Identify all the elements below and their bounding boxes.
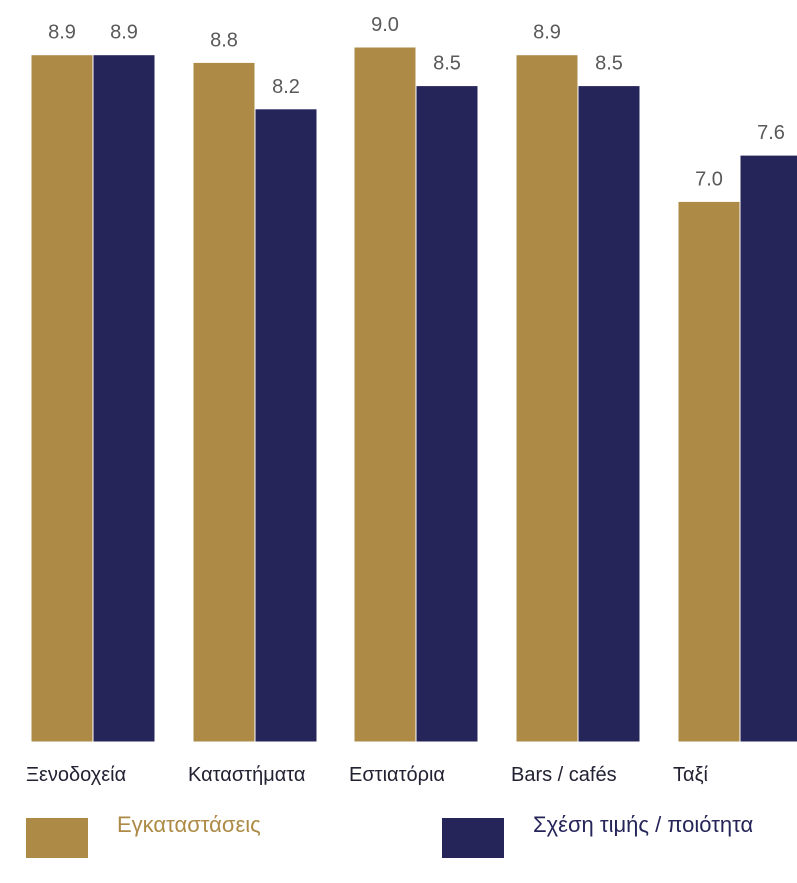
bar-series-1 <box>192 61 256 743</box>
bar-series-2 <box>415 85 479 743</box>
category-tick-label: Εστιατόρια <box>349 764 445 786</box>
bar-group: 9.0 8.5 <box>353 14 479 743</box>
legend-label-series-2: Σχέση τιμής / ποιότητα <box>533 812 754 837</box>
data-label: 7.6 <box>757 122 785 144</box>
bar-group: 8.9 8.5 <box>515 22 641 743</box>
bar-series-1 <box>30 54 94 743</box>
legend-label-series-1: Εγκαταστάσεις <box>117 812 261 837</box>
data-label: 8.9 <box>48 22 76 44</box>
legend-swatch-series-1 <box>26 818 88 858</box>
bar-group: 7.0 7.6 <box>677 122 797 743</box>
data-label: 8.8 <box>210 29 238 51</box>
bar-series-2 <box>254 108 318 743</box>
bar-series-1 <box>677 200 741 743</box>
data-label: 9.0 <box>371 14 399 36</box>
bar-group: 8.8 8.2 <box>192 29 318 743</box>
data-label: 8.5 <box>433 53 461 75</box>
legend-swatch-series-2 <box>442 818 504 858</box>
bar-series-1 <box>353 46 417 743</box>
data-label: 8.9 <box>533 22 561 44</box>
bar-group: 8.9 8.9 <box>30 22 156 743</box>
data-label: 8.9 <box>110 22 138 44</box>
category-tick-label: Ταξί <box>673 764 709 786</box>
data-label: 8.5 <box>595 53 623 75</box>
bar-series-2 <box>577 85 641 743</box>
data-label: 7.0 <box>695 168 723 190</box>
data-label: 8.2 <box>272 76 300 98</box>
category-tick-label: Bars / cafés <box>511 764 617 786</box>
bar-series-1 <box>515 54 579 743</box>
bar-series-2 <box>739 154 797 743</box>
legend: Εγκαταστάσεις Σχέση τιμής / ποιότητα <box>0 810 797 870</box>
category-tick-label: Ξενοδοχεία <box>26 764 126 786</box>
category-tick-label: Καταστήματα <box>188 764 305 786</box>
bar-series-2 <box>92 54 156 743</box>
